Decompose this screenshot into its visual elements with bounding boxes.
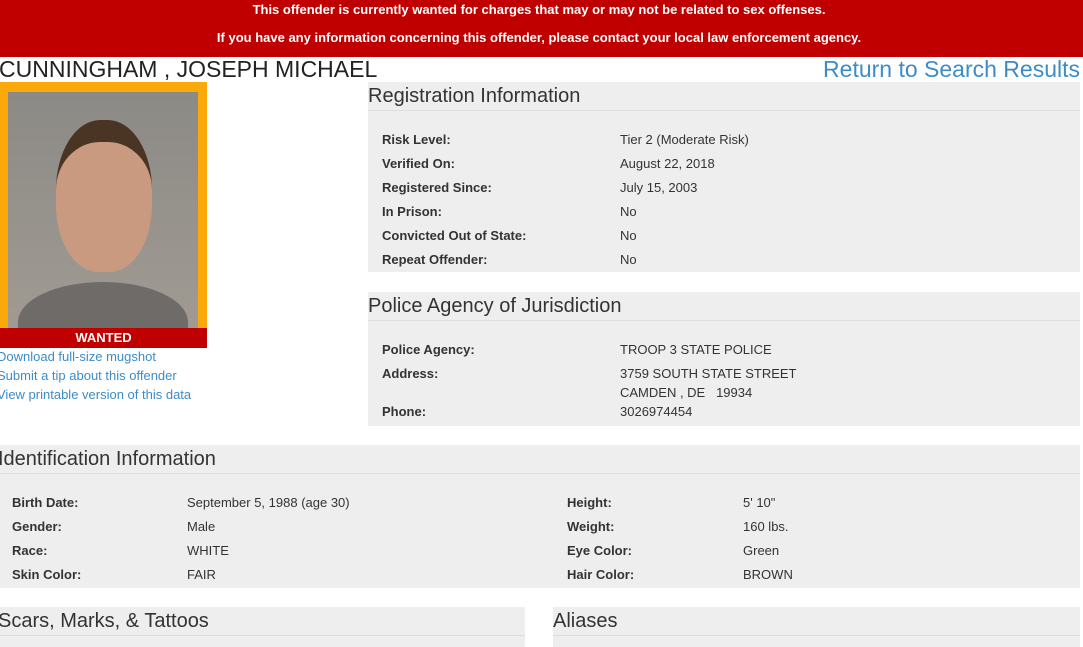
field-label: Convicted Out of State: xyxy=(382,228,527,243)
field-value: Tier 2 (Moderate Risk) xyxy=(620,132,749,147)
field-value: No xyxy=(620,228,637,243)
mugshot-frame: WANTED xyxy=(0,82,207,348)
section-title: Aliases xyxy=(553,607,1080,636)
banner-line-1: This offender is currently wanted for ch… xyxy=(252,2,826,17)
field-value: WHITE xyxy=(187,543,229,558)
banner-line-2: If you have any information concerning t… xyxy=(216,30,862,45)
field-value: 5' 10" xyxy=(743,495,776,510)
phone-value: 3026974454 xyxy=(620,404,693,419)
return-to-search-link[interactable]: Return to Search Results xyxy=(823,56,1080,82)
download-mugshot-link[interactable]: Download full-size mugshot xyxy=(0,349,156,364)
field-label: Height: xyxy=(567,495,612,510)
aliases-section: Aliases xyxy=(553,607,1080,647)
field-label: Weight: xyxy=(567,519,615,534)
field-label: Registered Since: xyxy=(382,180,492,195)
field-label: Verified On: xyxy=(382,156,455,171)
identification-section: Identification Information Birth Date: Se… xyxy=(0,445,1080,588)
section-title: Identification Information xyxy=(0,445,1080,474)
field-value: August 22, 2018 xyxy=(620,156,715,171)
agency-value: TROOP 3 STATE POLICE xyxy=(620,342,772,357)
printable-version-link[interactable]: View printable version of this data xyxy=(0,387,192,402)
field-label: Race: xyxy=(12,543,48,558)
field-label: Eye Color: xyxy=(567,543,633,558)
address-line-2: CAMDEN , DE 19934 xyxy=(620,385,753,400)
field-label: In Prison: xyxy=(382,204,442,219)
police-section: Police Agency of Jurisdiction Police Age… xyxy=(368,292,1080,426)
field-value: FAIR xyxy=(187,567,216,582)
field-value: 160 lbs. xyxy=(743,519,789,534)
scars-section: Scars, Marks, & Tattoos xyxy=(0,607,525,647)
address-line-1: 3759 SOUTH STATE STREET xyxy=(620,366,797,381)
wanted-badge: WANTED xyxy=(0,328,207,348)
field-label: Repeat Offender: xyxy=(382,252,488,267)
wanted-banner: This offender is currently wanted for ch… xyxy=(0,0,1083,57)
field-value: Male xyxy=(187,519,216,534)
field-label: Hair Color: xyxy=(567,567,635,582)
section-title: Registration Information xyxy=(368,82,1080,111)
field-label: Skin Color: xyxy=(12,567,82,582)
field-label: Birth Date: xyxy=(12,495,79,510)
registration-section: Registration Information Risk Level: Tier… xyxy=(368,82,1080,272)
field-value: Green xyxy=(743,543,780,558)
agency-label: Police Agency: xyxy=(382,342,475,357)
field-label: Gender: xyxy=(12,519,62,534)
section-title: Police Agency of Jurisdiction xyxy=(368,292,1080,321)
section-title: Scars, Marks, & Tattoos xyxy=(0,607,525,636)
field-value: No xyxy=(620,252,637,267)
submit-tip-link[interactable]: Submit a tip about this offender xyxy=(0,368,177,383)
phone-label: Phone: xyxy=(382,404,427,419)
field-value: No xyxy=(620,204,637,219)
mugshot-image[interactable] xyxy=(8,92,198,328)
address-label: Address: xyxy=(382,366,439,381)
field-value: July 15, 2003 xyxy=(620,180,698,195)
field-value: BROWN xyxy=(743,567,793,582)
field-value: September 5, 1988 (age 30) xyxy=(187,495,350,510)
offender-name: CUNNINGHAM , JOSEPH MICHAEL xyxy=(0,56,378,82)
field-label: Risk Level: xyxy=(382,132,451,147)
